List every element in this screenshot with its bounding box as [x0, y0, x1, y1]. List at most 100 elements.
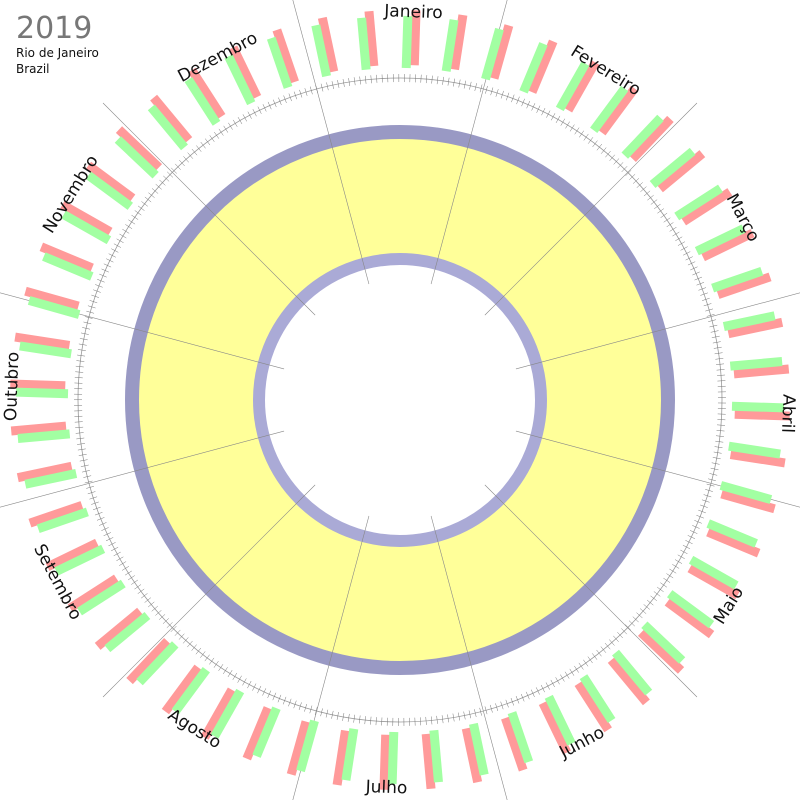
sunset-bar — [607, 657, 650, 706]
day-tick — [689, 530, 698, 534]
day-tick — [76, 437, 85, 440]
sunset-bar — [681, 188, 733, 226]
day-tick — [364, 75, 367, 84]
day-tick — [647, 195, 654, 201]
week-bars — [200, 687, 245, 740]
sunset-bar — [421, 733, 436, 790]
day-tick — [680, 246, 688, 251]
sunrise-bar — [719, 481, 773, 504]
week-bars — [574, 674, 616, 733]
day-tick — [89, 496, 98, 500]
sunrise-bar — [694, 224, 746, 256]
day-tick — [105, 537, 114, 542]
day-tick — [469, 81, 472, 90]
sunset-bar — [720, 489, 776, 514]
day-tick — [709, 473, 718, 476]
week-bars — [10, 379, 69, 399]
week-bars — [538, 694, 576, 755]
sunrise-bar — [649, 147, 696, 188]
month-divider — [484, 102, 698, 316]
day-tick — [706, 314, 715, 317]
day-tick — [108, 542, 116, 547]
sunset-bar — [94, 607, 143, 650]
sunset-bar — [200, 687, 236, 740]
week-bars — [10, 421, 71, 443]
sunrise-bar — [667, 590, 715, 629]
sunrise-bar — [147, 104, 188, 151]
sunset-bar — [24, 286, 80, 311]
sunset-bar — [379, 734, 391, 790]
day-tick — [632, 178, 640, 184]
sunset-bar — [188, 67, 226, 119]
day-tick — [716, 369, 725, 371]
day-tick — [196, 145, 202, 152]
day-tick — [364, 716, 366, 725]
sunrise-bar — [729, 357, 783, 371]
day-tick — [87, 491, 96, 495]
day-tick — [436, 76, 439, 85]
sunset-bar — [450, 14, 468, 71]
day-tick — [526, 100, 531, 109]
week-bars — [126, 637, 179, 686]
day-tick — [315, 85, 318, 93]
day-tick — [353, 77, 356, 86]
day-tick — [342, 712, 345, 721]
week-bars — [94, 607, 151, 653]
day-tick — [79, 338, 88, 341]
day-tick — [223, 667, 228, 675]
week-bars — [621, 114, 674, 163]
day-tick — [560, 118, 566, 126]
week-bars — [401, 10, 421, 69]
day-tick — [702, 297, 710, 301]
sunset-bar — [60, 200, 113, 236]
day-tick — [278, 97, 282, 106]
day-tick — [232, 119, 238, 127]
day-tick — [431, 75, 433, 84]
day-tick — [288, 93, 292, 102]
week-bars — [729, 357, 790, 379]
day-tick — [436, 715, 438, 724]
day-tick — [442, 76, 444, 85]
day-tick — [536, 105, 541, 113]
day-tick — [613, 635, 619, 642]
day-tick — [82, 327, 91, 330]
day-tick — [111, 248, 119, 253]
day-tick — [232, 672, 238, 680]
day-tick — [179, 159, 185, 167]
day-tick — [99, 273, 107, 278]
day-tick — [370, 75, 372, 84]
sunset-bar — [317, 16, 339, 73]
sunset-bar — [564, 60, 600, 113]
day-tick — [237, 675, 242, 683]
day-tick — [119, 561, 127, 566]
day-tick — [326, 82, 329, 91]
week-bars — [379, 731, 399, 790]
day-tick — [252, 108, 257, 117]
day-tick — [89, 300, 98, 304]
day-tick — [141, 593, 148, 599]
day-tick — [677, 554, 685, 559]
day-tick — [227, 669, 233, 678]
sunrise-bar — [27, 296, 81, 319]
day-tick — [272, 99, 277, 108]
sunrise-bar — [136, 641, 179, 686]
day-tick — [80, 332, 89, 335]
day-tick — [242, 114, 247, 122]
week-bars — [664, 590, 715, 639]
day-tick — [463, 80, 466, 89]
day-tick — [540, 684, 545, 693]
sunset-bar — [16, 461, 73, 483]
day-tick — [617, 162, 624, 169]
day-tick — [183, 156, 189, 163]
day-tick — [141, 201, 148, 207]
week-bars — [590, 85, 639, 136]
day-tick — [447, 77, 450, 86]
sunset-bar — [115, 126, 163, 171]
day-tick — [86, 486, 94, 489]
day-tick — [609, 154, 616, 161]
day-tick — [242, 678, 247, 686]
sunset-bar — [364, 10, 379, 67]
sunrise-bar — [469, 722, 489, 776]
sunrise-bar — [114, 136, 159, 179]
day-tick — [663, 577, 671, 583]
